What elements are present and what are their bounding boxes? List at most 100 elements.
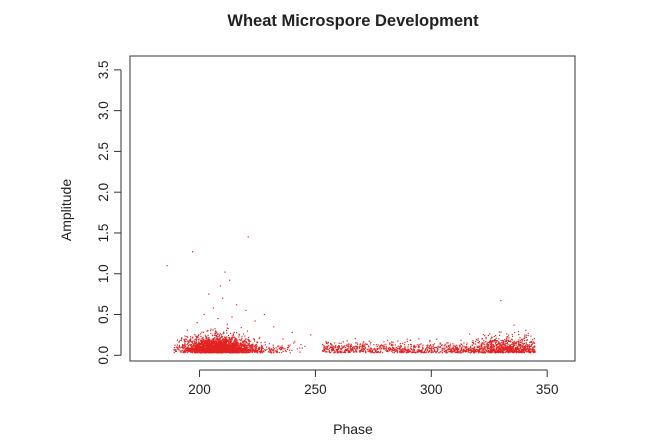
data-point: [208, 348, 210, 350]
data-point: [184, 335, 186, 337]
data-point: [467, 347, 469, 350]
data-point: [490, 351, 492, 353]
data-point: [348, 350, 350, 352]
data-point: [192, 336, 194, 338]
data-point: [385, 349, 387, 351]
data-point: [193, 344, 195, 347]
data-point: [490, 340, 493, 342]
data-point: [509, 348, 511, 350]
data-point: [364, 346, 366, 348]
data-point: [254, 345, 257, 347]
data-point: [248, 349, 251, 351]
data-point: [443, 348, 445, 350]
data-point: [490, 342, 493, 344]
data-point: [432, 347, 434, 349]
data-point: [201, 331, 203, 333]
data-point: [527, 345, 529, 347]
data-point: [495, 349, 498, 351]
data-point: [495, 341, 498, 343]
data-point: [401, 351, 403, 353]
data-point: [338, 345, 341, 347]
data-point: [232, 342, 234, 344]
data-point: [182, 351, 184, 353]
data-point: [325, 348, 327, 350]
data-point: [444, 344, 446, 346]
data-point: [436, 347, 438, 349]
data-point: [441, 348, 443, 350]
data-point: [470, 350, 472, 353]
data-point: [214, 348, 216, 350]
data-point: [394, 349, 396, 351]
data-point: [289, 344, 291, 346]
data-point: [498, 331, 501, 333]
data-point: [477, 339, 479, 341]
data-point: [364, 347, 366, 349]
data-point: [505, 350, 507, 352]
data-point: [468, 348, 470, 350]
data-point: [518, 342, 520, 344]
data-point: [210, 349, 212, 351]
data-point: [204, 340, 207, 342]
data-point: [191, 341, 194, 343]
data-point: [210, 328, 212, 330]
data-point: [223, 348, 225, 350]
data-point: [490, 347, 492, 349]
data-point: [378, 351, 380, 353]
data-point: [166, 264, 168, 267]
data-point: [287, 344, 289, 346]
data-point: [519, 351, 521, 354]
data-point: [473, 352, 475, 354]
data-point: [340, 350, 342, 353]
data-point: [236, 344, 238, 346]
data-point: [366, 343, 368, 345]
data-point: [245, 348, 247, 350]
data-point: [193, 343, 196, 345]
data-point: [226, 336, 228, 338]
data-point: [337, 347, 339, 349]
data-point: [353, 346, 355, 348]
data-point: [246, 351, 248, 353]
data-point: [425, 348, 427, 350]
data-point: [386, 339, 389, 341]
data-point: [250, 350, 252, 352]
data-point: [486, 346, 488, 348]
data-point: [255, 350, 257, 353]
data-point: [417, 346, 420, 348]
data-point: [502, 342, 504, 344]
data-point: [492, 345, 494, 348]
data-point: [507, 336, 509, 338]
data-point: [359, 351, 361, 353]
data-point: [399, 348, 401, 351]
data-point: [526, 348, 528, 351]
data-point: [501, 351, 503, 353]
data-point: [244, 348, 246, 351]
data-point: [461, 351, 463, 353]
data-point: [226, 349, 228, 351]
data-point: [198, 334, 200, 336]
data-point: [210, 347, 212, 350]
data-point: [246, 346, 248, 349]
data-point: [388, 349, 390, 351]
data-point: [221, 336, 223, 338]
data-point: [454, 350, 456, 352]
data-point: [515, 349, 517, 351]
data-point: [511, 338, 513, 340]
data-point: [469, 333, 471, 335]
data-point: [336, 351, 338, 353]
data-point: [187, 349, 190, 352]
data-point: [195, 348, 197, 351]
data-point: [389, 343, 391, 345]
data-point: [211, 338, 213, 340]
data-point: [520, 338, 522, 340]
data-point: [332, 345, 334, 347]
data-point: [223, 342, 225, 344]
data-point: [217, 350, 219, 353]
data-point: [491, 344, 494, 346]
data-point: [263, 313, 266, 316]
data-point: [533, 350, 535, 353]
data-point: [178, 341, 180, 343]
data-point: [381, 351, 384, 354]
data-point: [221, 346, 223, 349]
data-point: [237, 350, 239, 353]
data-point: [426, 348, 429, 351]
